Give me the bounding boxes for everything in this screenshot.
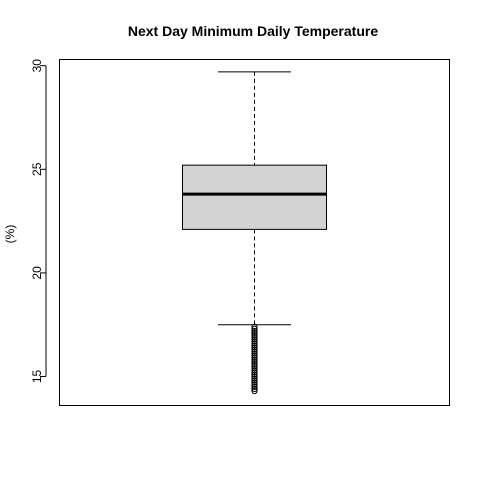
outlier-point-12 [251, 348, 258, 355]
outlier-point-27 [251, 379, 258, 386]
outlier-point-15 [251, 354, 258, 361]
y-tick-label-25: 25 [30, 162, 44, 176]
plot-frame [59, 59, 450, 406]
y-tick-label-30: 30 [30, 59, 44, 73]
outlier-point-29 [251, 383, 258, 390]
outlier-point-22 [251, 369, 258, 376]
iqr-box [182, 164, 327, 230]
y-tick-label-20: 20 [30, 266, 44, 280]
outlier-points [251, 323, 258, 395]
outlier-point-14 [251, 352, 258, 359]
outlier-point-31 [251, 387, 258, 395]
outlier-point-5 [251, 334, 258, 341]
outlier-point-13 [251, 350, 258, 357]
outlier-point-30 [251, 385, 258, 393]
outlier-point-17 [251, 358, 258, 366]
outlier-point-24 [251, 373, 258, 380]
outlier-point-10 [251, 344, 258, 351]
y-tick-label-15: 15 [30, 369, 44, 383]
outlier-point-0 [251, 323, 258, 330]
outlier-point-26 [251, 377, 258, 384]
box-group [182, 71, 327, 326]
outlier-point-1 [251, 325, 258, 332]
outlier-point-7 [251, 338, 258, 345]
outlier-point-11 [251, 346, 258, 353]
outlier-point-19 [251, 363, 258, 370]
outlier-point-4 [251, 331, 258, 339]
chart-title: Next Day Minimum Daily Temperature [128, 23, 378, 39]
outlier-point-2 [251, 327, 258, 335]
outlier-point-16 [251, 356, 258, 364]
outlier-point-18 [251, 360, 258, 368]
outlier-point-20 [251, 365, 258, 372]
outlier-point-8 [251, 340, 258, 347]
outlier-point-9 [251, 342, 258, 349]
y-axis: 15 20 25 30 [30, 59, 47, 383]
outlier-point-28 [251, 381, 258, 388]
outlier-point-21 [251, 367, 258, 374]
outlier-point-25 [251, 375, 258, 382]
outlier-point-23 [251, 371, 258, 378]
y-axis-label: (%) [3, 225, 17, 244]
outlier-point-3 [251, 329, 258, 337]
outlier-point-6 [251, 336, 258, 343]
